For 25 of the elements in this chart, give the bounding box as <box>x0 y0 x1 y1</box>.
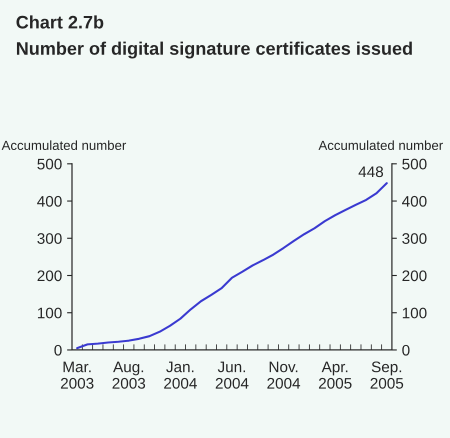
x-tick-label: Nov. 2004 <box>267 362 300 389</box>
chart-subtitle: Number of digital signature certificates issued <box>16 42 412 59</box>
x-tick-label: Jun. 2004 <box>216 362 249 389</box>
y-tick-label: 500 <box>37 158 62 170</box>
y-tick-label: 400 <box>37 196 62 207</box>
x-tick-label: Aug. 2003 <box>112 362 146 389</box>
y-tick-label: 100 <box>38 308 62 318</box>
y2-tick-label: 200 <box>402 270 427 282</box>
y2-tick-label: 500 <box>402 158 427 170</box>
x-tick-label: Jan. 2004 <box>164 362 197 389</box>
y2-tick-label: 300 <box>402 233 427 244</box>
y2-tick-label: 0 <box>402 344 410 356</box>
y-tick-label: 300 <box>37 233 62 244</box>
y2-tick-label: 400 <box>402 196 427 207</box>
y-axis-title: Accumulated number <box>2 140 126 150</box>
data-label: 448 <box>358 166 384 178</box>
y-tick-label: 0 <box>54 344 62 356</box>
y2-tick-label: 100 <box>402 308 427 318</box>
x-tick-label: Apr. 2005 <box>318 362 352 389</box>
x-tick-label: Sep. 2005 <box>370 361 404 389</box>
x-tick-label: Mar. 2003 <box>60 362 94 389</box>
line-series <box>76 182 388 350</box>
y2-axis-title: Accumulated number <box>318 140 443 150</box>
y-tick-label: 200 <box>38 270 62 282</box>
chart-title: Chart 2.7b <box>16 15 104 29</box>
